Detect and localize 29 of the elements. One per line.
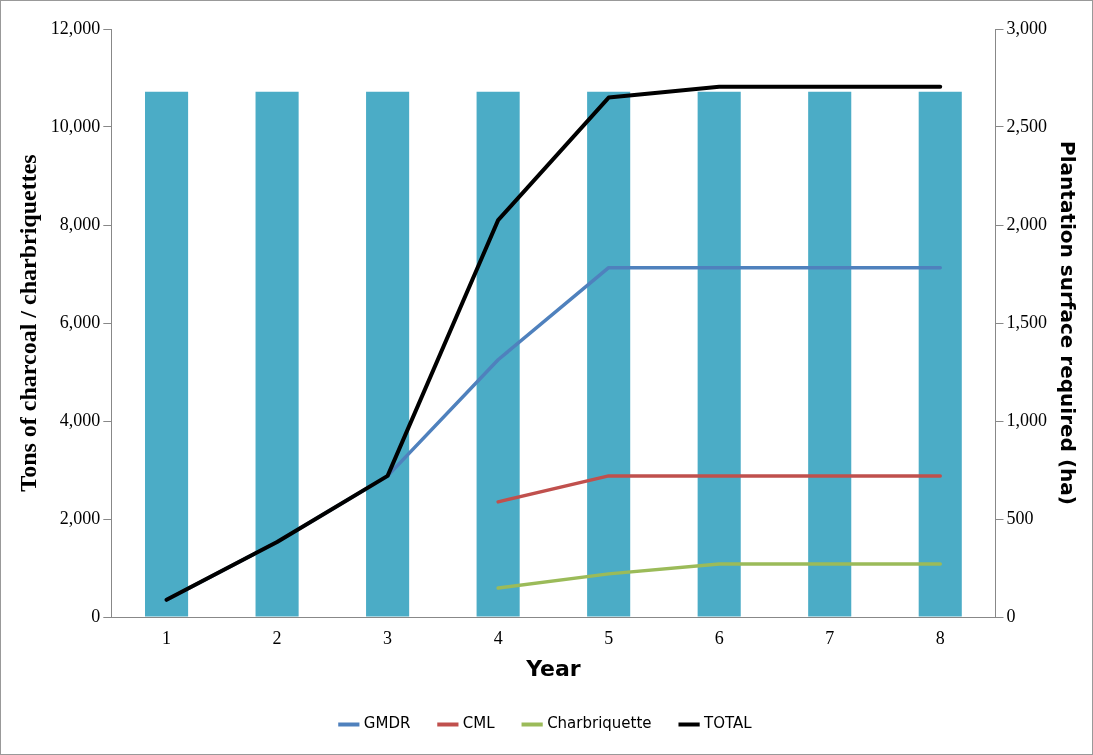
x-tick-label: 7 [825, 627, 835, 648]
y-tick-label: 0 [91, 605, 101, 626]
x-tick-label: 1 [162, 627, 172, 648]
x-axis-title: Year [525, 655, 581, 681]
y-tick-label: 6,000 [59, 311, 101, 332]
y2-tick-label: 500 [1006, 507, 1034, 528]
y2-tick-label: 2,000 [1006, 213, 1047, 234]
x-tick-label: 6 [714, 627, 724, 648]
y-tick-label: 8,000 [59, 213, 101, 234]
y2-tick-label: 0 [1006, 605, 1016, 626]
legend-label: GMDR [363, 714, 411, 733]
x-tick-label: 3 [383, 627, 393, 648]
y-axis-title: Tons of charcoal / charbriquettes [14, 154, 41, 492]
x-tick-label: 8 [935, 627, 945, 648]
y-tick-label: 12,000 [50, 17, 101, 38]
legend-label: TOTAL [703, 714, 753, 733]
y2-tick-label: 3,000 [1006, 17, 1047, 38]
y2-tick-label: 1,000 [1006, 409, 1047, 430]
legend-label: Charbriquette [547, 714, 652, 733]
y2-tick-label: 1,500 [1006, 311, 1047, 332]
x-tick-label: 5 [604, 627, 614, 648]
y-tick-label: 2,000 [59, 507, 101, 528]
y2-axis-title: Plantation surface required (ha) [1055, 141, 1080, 505]
legend-label: CML [462, 714, 496, 733]
y2-tick-label: 2,500 [1006, 115, 1047, 136]
x-tick-label: 4 [493, 627, 503, 648]
y-tick-label: 10,000 [50, 115, 101, 136]
x-tick-label: 2 [272, 627, 282, 648]
y-tick-label: 4,000 [59, 409, 101, 430]
